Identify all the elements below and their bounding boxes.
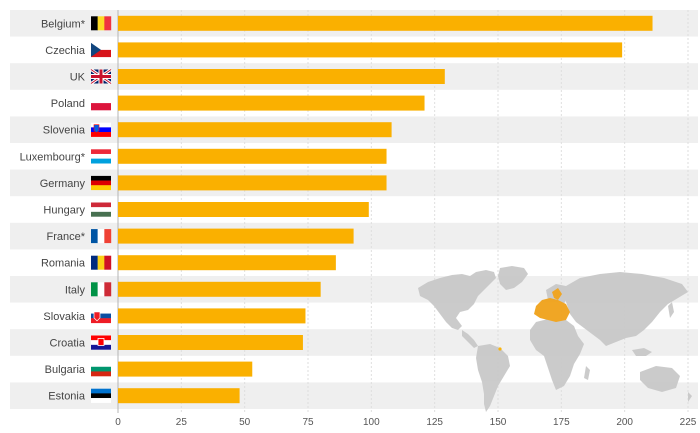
luxembourg-flag-icon <box>91 149 111 164</box>
bar <box>118 15 653 31</box>
bar <box>118 281 321 297</box>
poland-flag-icon <box>91 96 111 111</box>
bars <box>118 15 653 404</box>
category-label: Luxembourg* <box>20 151 86 163</box>
belgium-flag-icon <box>91 16 112 31</box>
bar <box>118 308 306 324</box>
category-labels: Belgium* Czechia UK Poland Slovenia Luxembour… <box>20 18 86 402</box>
hungary-flag-icon <box>91 202 111 217</box>
bar <box>118 255 336 271</box>
x-tick-label: 0 <box>115 417 121 428</box>
italy-flag-icon <box>91 282 112 297</box>
x-tick-label: 125 <box>426 417 443 428</box>
x-tick-label: 225 <box>680 417 697 428</box>
category-label: Germany <box>40 178 86 190</box>
slovakia-flag-icon <box>91 308 111 324</box>
x-tick-label: 25 <box>176 417 188 428</box>
croatia-flag-icon <box>91 335 111 350</box>
bar <box>118 361 253 377</box>
bar <box>118 335 303 350</box>
france-flag-icon <box>91 229 112 244</box>
x-tick-label: 75 <box>302 417 314 428</box>
bar <box>118 202 369 217</box>
category-label: Czechia <box>45 45 86 57</box>
category-label: Poland <box>51 98 85 110</box>
bar <box>118 388 240 404</box>
category-label: Italy <box>65 284 86 296</box>
bar <box>118 42 623 58</box>
uk-flag-icon <box>90 68 112 85</box>
category-label: Estonia <box>48 391 86 403</box>
bar <box>118 228 354 244</box>
x-tick-label: 175 <box>553 417 570 428</box>
flag-icons <box>90 16 112 403</box>
x-tick-label: 150 <box>490 417 507 428</box>
category-label: Croatia <box>50 338 86 350</box>
bar <box>118 148 387 164</box>
category-label: UK <box>70 72 86 84</box>
category-label: France* <box>46 231 85 243</box>
bar <box>118 95 425 111</box>
world-map-icon <box>418 266 692 412</box>
x-tick-labels: 0 25 50 75 100 125 150 175 200 225 <box>115 417 697 428</box>
category-label: Bulgaria <box>45 364 86 376</box>
slovenia-flag-icon <box>91 122 111 137</box>
category-label: Hungary <box>43 205 85 217</box>
x-tick-label: 100 <box>363 417 380 428</box>
category-label: Romania <box>41 258 86 270</box>
x-tick-label: 50 <box>239 417 251 428</box>
romania-flag-icon <box>91 255 112 270</box>
bulgaria-flag-icon <box>91 362 111 377</box>
category-label: Belgium* <box>41 18 86 30</box>
category-label: Slovakia <box>43 311 85 323</box>
category-label: Slovenia <box>43 125 86 137</box>
bar <box>118 122 392 138</box>
germany-flag-icon <box>91 175 111 191</box>
x-tick-label: 200 <box>616 417 633 428</box>
czechia-flag-icon <box>91 42 111 58</box>
row-band <box>10 222 698 250</box>
row-band <box>10 382 698 409</box>
bar <box>118 175 387 191</box>
bar <box>118 69 445 84</box>
estonia-flag-icon <box>91 388 111 403</box>
